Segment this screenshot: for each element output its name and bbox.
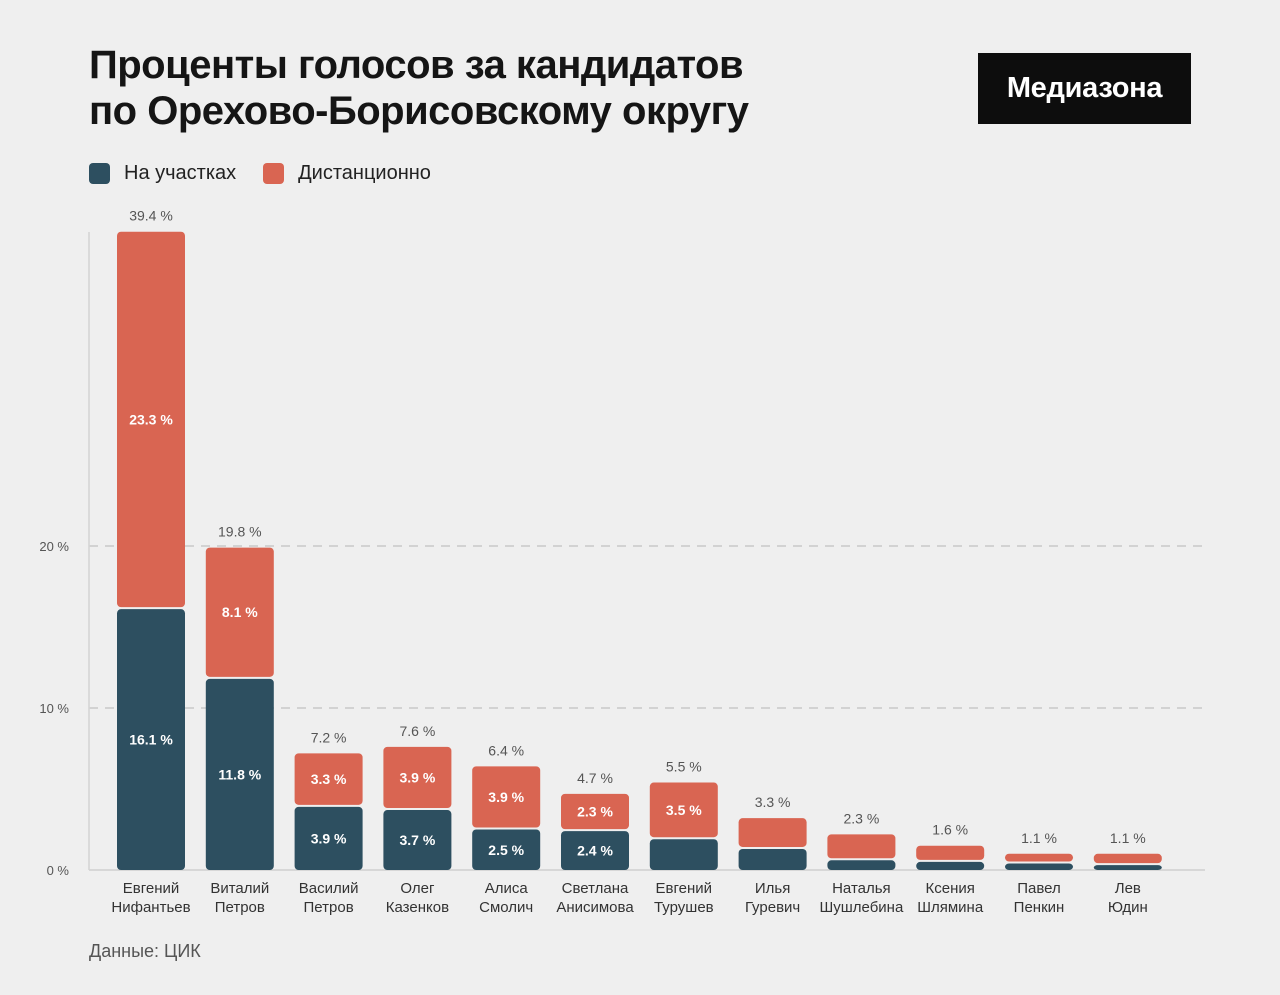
legend-item-on-site: На участках <box>89 162 236 185</box>
bar-segment-remote <box>383 746 452 809</box>
bar-segment-remote <box>738 818 807 847</box>
x-category-label-line-1: Виталий <box>210 880 269 897</box>
bar-segment-on-site <box>1005 863 1073 870</box>
y-tick-label: 10 % <box>39 701 69 716</box>
bar-total-label: 1.1 % <box>1021 830 1057 846</box>
x-category-label-line-1: Алиса <box>485 880 529 897</box>
bar-segment-on-site <box>916 861 985 870</box>
x-category-label-line-1: Евгений <box>123 880 180 897</box>
legend-label-on-site: На участках <box>124 161 237 184</box>
bar-segment-on-site <box>117 609 185 870</box>
legend-swatch-remote <box>263 162 285 184</box>
x-category-label-line-2: Казенков <box>386 899 449 916</box>
bar-total-label: 4.7 % <box>577 770 613 786</box>
bar-segment-on-site <box>827 860 896 870</box>
x-category-label-line-1: Олег <box>400 880 435 897</box>
bar-segment-remote <box>916 845 985 860</box>
x-category-label-line-2: Петров <box>215 899 265 916</box>
x-category-label-line-2: Гуревич <box>745 899 800 916</box>
y-tick-label: 20 % <box>39 539 69 554</box>
bar-value-label-remote: 3.9 % <box>488 789 524 805</box>
bar-total-label: 7.2 % <box>311 729 347 745</box>
x-category-label-line-2: Нифантьев <box>111 899 190 916</box>
bar-value-label-remote: 23.3 % <box>129 411 173 427</box>
bar-total-label: 7.6 % <box>399 723 435 739</box>
legend-swatch-on-site <box>89 162 110 184</box>
bar-segment-on-site <box>738 848 807 870</box>
bar-segment-remote <box>561 793 629 830</box>
x-category-label-line-1: Евгений <box>656 880 713 897</box>
x-category-label-line-1: Наталья <box>832 880 891 897</box>
bar-value-label-remote: 3.9 % <box>399 769 435 785</box>
bar-segment-on-site <box>1093 865 1162 870</box>
bar-value-label-on-site: 3.7 % <box>399 832 435 848</box>
bar-total-label: 1.1 % <box>1110 830 1146 846</box>
x-category-label-line-1: Ксения <box>926 880 975 897</box>
x-category-label-line-1: Илья <box>755 880 790 897</box>
bar-value-label-on-site: 16.1 % <box>129 732 173 748</box>
x-category-label-line-1: Светлана <box>562 880 629 897</box>
bar-segment-on-site <box>649 839 718 870</box>
bar-total-label: 2.3 % <box>843 810 879 826</box>
bar-total-label: 1.6 % <box>932 822 968 838</box>
bar-value-label-on-site: 3.9 % <box>311 830 347 846</box>
bar-total-label: 19.8 % <box>218 524 262 540</box>
bar-value-label-remote: 8.1 % <box>222 604 258 620</box>
bar-value-label-remote: 3.3 % <box>311 771 347 787</box>
x-category-label-line-2: Смолич <box>479 899 533 916</box>
data-source: Данные: ЦИК <box>89 941 201 961</box>
x-category-label-line-2: Пенкин <box>1014 899 1065 916</box>
legend-label-remote: Дистанционно <box>298 161 431 184</box>
x-category-label-line-1: Лев <box>1115 880 1141 897</box>
bar-total-label: 5.5 % <box>666 759 702 775</box>
bar-value-label-remote: 2.3 % <box>577 803 613 819</box>
bar-segment-remote <box>649 782 718 838</box>
x-category-label-line-2: Шушлебина <box>819 899 903 916</box>
bar-segment-on-site <box>561 831 629 870</box>
chart-title-line-2: по Орехово-Борисовскому округу <box>89 89 749 133</box>
x-category-label-line-2: Турушев <box>654 899 714 916</box>
legend: На участках Дистанционно <box>89 160 458 186</box>
x-category-label-line-1: Павел <box>1017 880 1061 897</box>
bar-segment-on-site <box>383 810 452 870</box>
x-category-label-line-2: Анисимова <box>556 899 634 916</box>
bar-segment-remote <box>472 766 541 828</box>
bar-segment-remote <box>1093 853 1162 864</box>
chart-title: Проценты голосов за кандидатов по Орехов… <box>89 42 749 134</box>
bar-value-label-on-site: 2.4 % <box>577 843 613 859</box>
legend-item-remote: Дистанционно <box>263 162 431 185</box>
y-tick-label: 0 % <box>47 863 70 878</box>
bar-total-label: 6.4 % <box>488 742 524 758</box>
bar-segment-remote <box>1005 853 1073 862</box>
x-category-label-line-2: Петров <box>304 899 354 916</box>
bar-value-label-remote: 3.5 % <box>666 802 702 818</box>
x-category-label-line-1: Василий <box>299 880 359 897</box>
bar-total-label: 39.4 % <box>129 208 173 224</box>
bar-value-label-on-site: 11.8 % <box>218 766 261 782</box>
x-category-label-line-2: Шлямина <box>917 899 984 916</box>
bar-segment-on-site <box>205 678 274 870</box>
bar-segment-remote <box>205 547 274 677</box>
mediazona-logo: Медиазона <box>978 53 1191 124</box>
bar-segment-on-site <box>294 806 363 870</box>
bar-value-label-on-site: 2.5 % <box>488 842 524 858</box>
bar-segment-remote <box>117 231 185 608</box>
x-category-label-line-2: Юдин <box>1108 899 1148 916</box>
chart-title-line-1: Проценты голосов за кандидатов <box>89 43 744 87</box>
bar-segment-remote <box>294 753 363 805</box>
bar-segment-remote <box>827 834 896 859</box>
bar-total-label: 3.3 % <box>755 794 791 810</box>
bar-segment-on-site <box>472 829 541 870</box>
